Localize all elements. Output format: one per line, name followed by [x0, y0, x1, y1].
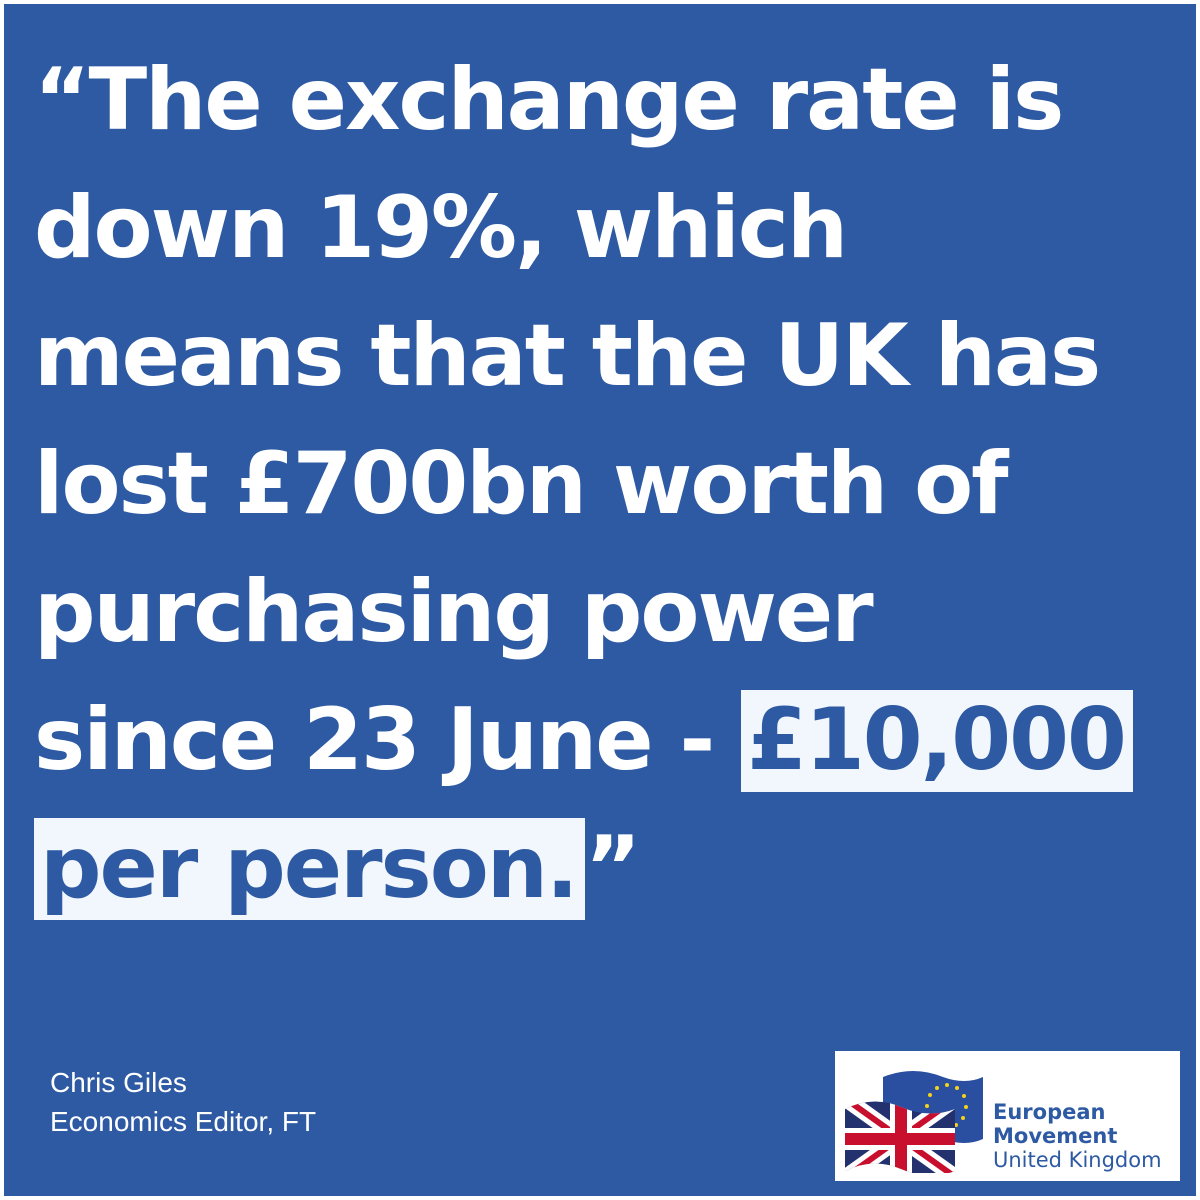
logo-wordmark: European Movement United Kingdom: [993, 1100, 1162, 1172]
quote-line-7: per person.”: [34, 804, 1184, 932]
quote-line-6: since 23 June - £10,000: [34, 676, 1184, 804]
quote-line-2: down 19%, which: [34, 178, 848, 278]
quote-panel: “The exchange rate is down 19%, which me…: [4, 4, 1196, 1196]
european-movement-logo: European Movement United Kingdom: [835, 1051, 1180, 1181]
closing-quote-mark: ”: [584, 818, 642, 918]
quote-line-3: means that the UK has: [34, 306, 1101, 406]
quote-line-1: “The exchange rate is: [34, 50, 1064, 150]
quote-text: “The exchange rate is down 19%, which me…: [34, 36, 1184, 932]
author-name: Chris Giles: [50, 1067, 187, 1098]
highlight-amount: £10,000: [741, 690, 1133, 792]
logo-line-movement: Movement: [993, 1124, 1118, 1148]
quote-line-5: purchasing power: [34, 562, 874, 662]
logo-line-european: European: [993, 1100, 1106, 1124]
highlight-per-person: per person.: [34, 818, 585, 920]
quote-line-4: lost £700bn worth of: [34, 434, 1009, 534]
attribution: Chris Giles Economics Editor, FT: [50, 1063, 316, 1141]
logo-line-united-kingdom: United Kingdom: [993, 1148, 1162, 1172]
eu-uk-flag-icon: [845, 1071, 983, 1173]
author-role: Economics Editor, FT: [50, 1106, 317, 1137]
quote-line-6-text: since 23 June -: [34, 690, 742, 790]
